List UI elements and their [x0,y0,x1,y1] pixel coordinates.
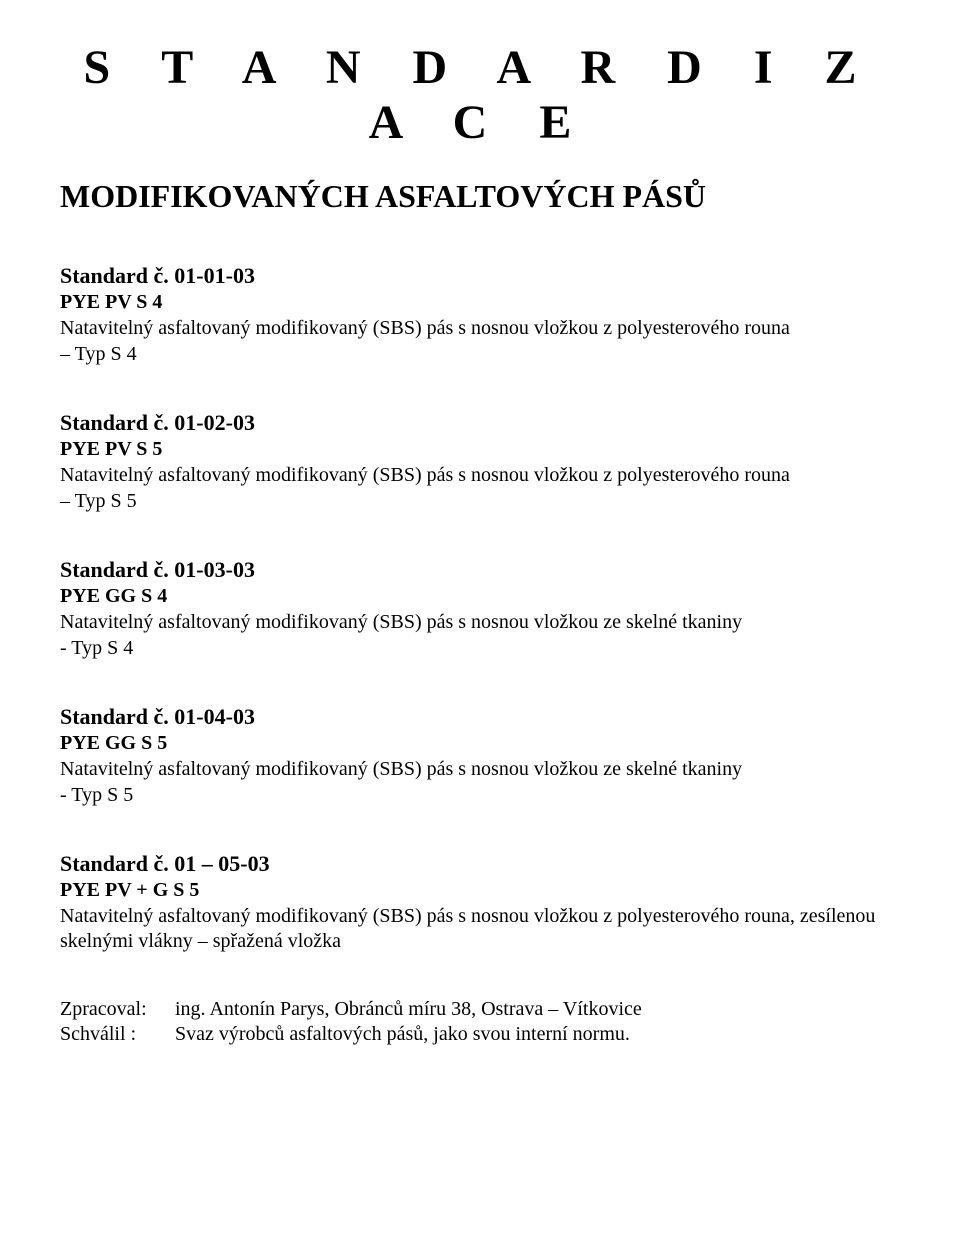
standard-description: Natavitelný asfaltovaný modifikovaný (SB… [60,757,900,782]
footer-value-zpracoval: ing. Antonín Parys, Obránců míru 38, Ost… [175,998,642,1020]
standard-description: Natavitelný asfaltovaný modifikovaný (SB… [60,904,900,954]
standard-heading: Standard č. 01-02-03 [60,410,900,436]
standard-code: PYE PV + G S 5 [60,879,900,902]
standard-heading: Standard č. 01-01-03 [60,263,900,289]
standard-type: – Typ S 5 [60,490,900,513]
standard-block: Standard č. 01-02-03 PYE PV S 5 Natavite… [60,410,900,513]
footer-label-zpracoval: Zpracoval: [60,998,170,1021]
standard-heading: Standard č. 01-04-03 [60,704,900,730]
standard-block: Standard č. 01-04-03 PYE GG S 5 Natavite… [60,704,900,807]
standard-description: Natavitelný asfaltovaný modifikovaný (SB… [60,610,900,635]
standard-description: Natavitelný asfaltovaný modifikovaný (SB… [60,463,900,488]
footer-label-schvalil: Schválil : [60,1023,170,1046]
standard-type: - Typ S 5 [60,784,900,807]
standard-code: PYE GG S 5 [60,732,900,755]
standard-code: PYE PV S 4 [60,291,900,314]
standard-block: Standard č. 01 – 05-03 PYE PV + G S 5 Na… [60,851,900,954]
page-subtitle: MODIFIKOVANÝCH ASFALTOVÝCH PÁSŮ [60,178,900,215]
standard-heading: Standard č. 01 – 05-03 [60,851,900,877]
standard-code: PYE PV S 5 [60,438,900,461]
footer-row-zpracoval: Zpracoval: ing. Antonín Parys, Obránců m… [60,998,900,1021]
page-footer: Zpracoval: ing. Antonín Parys, Obránců m… [60,998,900,1046]
standard-code: PYE GG S 4 [60,585,900,608]
standard-type: - Typ S 4 [60,637,900,660]
standard-description: Natavitelný asfaltovaný modifikovaný (SB… [60,316,900,341]
page-title: S T A N D A R D I Z A C E [60,40,900,150]
standard-block: Standard č. 01-03-03 PYE GG S 4 Natavite… [60,557,900,660]
standard-block: Standard č. 01-01-03 PYE PV S 4 Natavite… [60,263,900,366]
standard-type: – Typ S 4 [60,343,900,366]
footer-value-schvalil: Svaz výrobců asfaltových pásů, jako svou… [175,1023,630,1045]
standard-heading: Standard č. 01-03-03 [60,557,900,583]
footer-row-schvalil: Schválil : Svaz výrobců asfaltových pásů… [60,1023,900,1046]
